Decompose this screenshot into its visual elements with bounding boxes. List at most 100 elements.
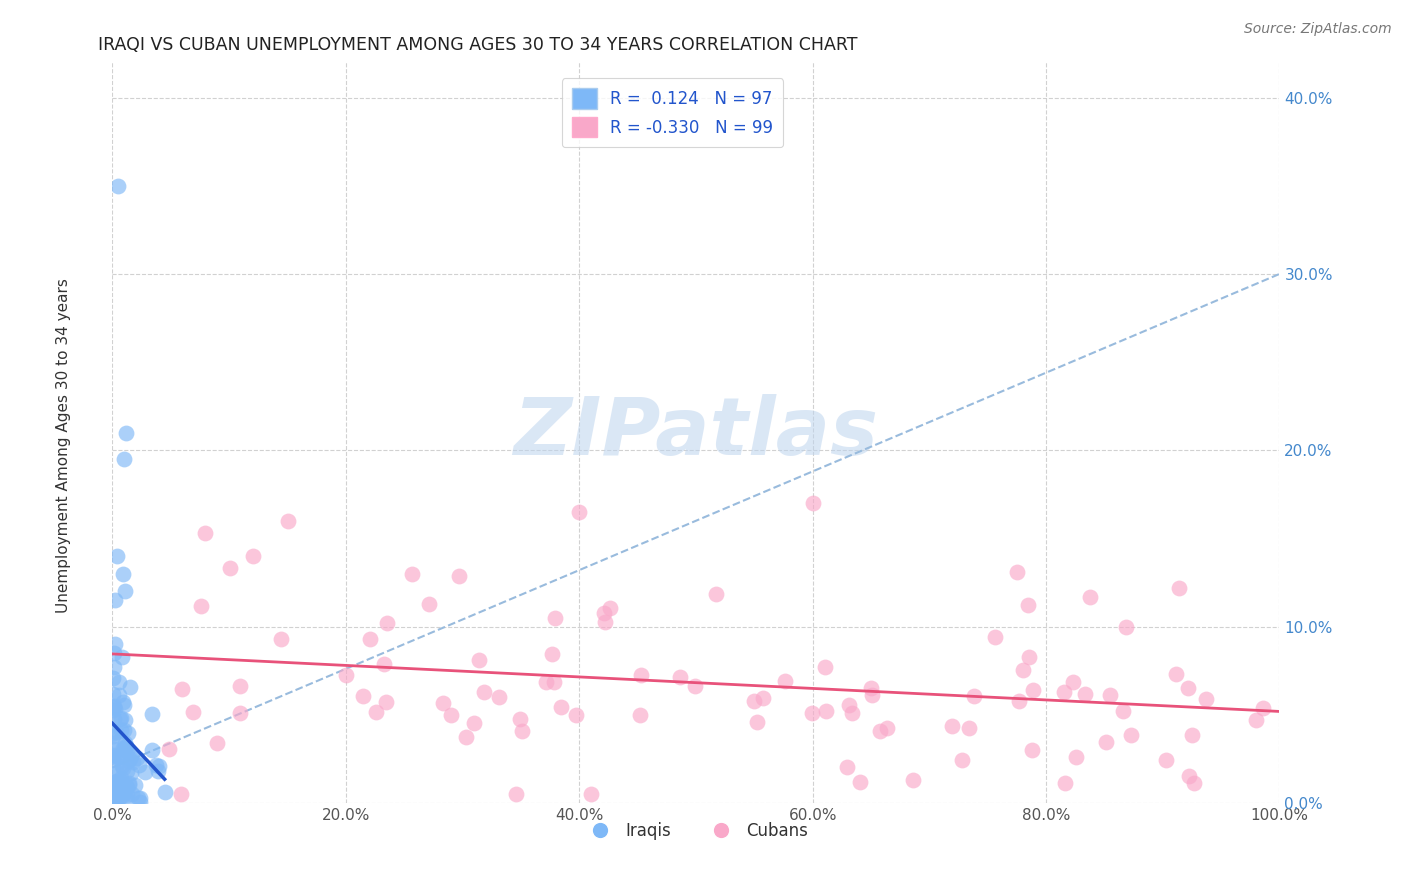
Point bbox=[841, 706, 863, 720]
Point bbox=[118, 752, 141, 766]
Point bbox=[103, 789, 125, 804]
Point bbox=[1078, 590, 1101, 604]
Point bbox=[105, 795, 128, 809]
Point bbox=[103, 660, 125, 674]
Point bbox=[1182, 776, 1205, 790]
Point bbox=[115, 743, 138, 757]
Text: Unemployment Among Ages 30 to 34 years: Unemployment Among Ages 30 to 34 years bbox=[56, 278, 70, 614]
Point bbox=[101, 748, 124, 763]
Point bbox=[117, 726, 139, 740]
Point bbox=[595, 615, 617, 630]
Point bbox=[1178, 769, 1201, 783]
Point bbox=[194, 526, 217, 541]
Point bbox=[1119, 728, 1142, 742]
Point bbox=[876, 722, 898, 736]
Point bbox=[835, 759, 858, 773]
Point bbox=[114, 739, 136, 754]
Point bbox=[112, 788, 135, 802]
Point bbox=[101, 775, 124, 789]
Point bbox=[1194, 692, 1216, 706]
Point bbox=[599, 600, 621, 615]
Point bbox=[1115, 620, 1137, 634]
Point bbox=[541, 647, 564, 661]
Point bbox=[107, 791, 129, 805]
Point bbox=[101, 726, 124, 740]
Point bbox=[112, 452, 135, 467]
Point bbox=[107, 750, 129, 764]
Point bbox=[440, 707, 463, 722]
Point bbox=[901, 772, 924, 787]
Point bbox=[114, 742, 136, 756]
Point bbox=[114, 736, 136, 750]
Point bbox=[1012, 663, 1035, 677]
Point bbox=[228, 679, 250, 693]
Point bbox=[101, 687, 124, 701]
Point bbox=[1017, 598, 1039, 612]
Point bbox=[120, 749, 142, 764]
Point bbox=[110, 749, 132, 764]
Point bbox=[105, 549, 128, 563]
Point bbox=[111, 758, 134, 772]
Point bbox=[125, 750, 148, 764]
Point bbox=[104, 783, 127, 797]
Point bbox=[128, 791, 150, 805]
Point bbox=[141, 743, 163, 757]
Point bbox=[181, 705, 204, 719]
Point bbox=[1005, 565, 1028, 579]
Text: IRAQI VS CUBAN UNEMPLOYMENT AMONG AGES 30 TO 34 YEARS CORRELATION CHART: IRAQI VS CUBAN UNEMPLOYMENT AMONG AGES 3… bbox=[98, 36, 858, 54]
Point bbox=[773, 674, 796, 689]
Text: Source: ZipAtlas.com: Source: ZipAtlas.com bbox=[1244, 22, 1392, 37]
Point bbox=[114, 584, 136, 599]
Point bbox=[104, 702, 127, 716]
Point bbox=[359, 632, 381, 646]
Point bbox=[534, 674, 557, 689]
Point bbox=[103, 749, 125, 764]
Point bbox=[352, 690, 374, 704]
Point bbox=[544, 611, 567, 625]
Point bbox=[814, 704, 837, 718]
Point bbox=[941, 719, 963, 733]
Point bbox=[447, 569, 470, 583]
Point bbox=[432, 696, 454, 710]
Point bbox=[117, 778, 139, 792]
Point bbox=[1244, 713, 1267, 727]
Point bbox=[1074, 687, 1097, 701]
Point bbox=[509, 712, 531, 726]
Point bbox=[117, 754, 139, 768]
Point bbox=[101, 760, 124, 774]
Point bbox=[121, 787, 143, 801]
Legend: Iraqis, Cubans: Iraqis, Cubans bbox=[576, 815, 815, 847]
Point bbox=[170, 787, 193, 801]
Point bbox=[145, 758, 167, 772]
Point bbox=[1021, 743, 1043, 757]
Point bbox=[105, 735, 128, 749]
Point bbox=[127, 791, 149, 805]
Point bbox=[103, 788, 125, 802]
Point bbox=[1253, 700, 1275, 714]
Point bbox=[108, 781, 131, 796]
Point bbox=[1167, 581, 1189, 595]
Point bbox=[108, 782, 131, 797]
Text: ZIPatlas: ZIPatlas bbox=[513, 393, 879, 472]
Point bbox=[401, 566, 423, 581]
Point bbox=[110, 774, 132, 789]
Point bbox=[118, 775, 141, 789]
Point bbox=[860, 688, 883, 702]
Point bbox=[510, 724, 533, 739]
Point bbox=[1112, 704, 1135, 718]
Point bbox=[108, 674, 131, 689]
Point bbox=[550, 700, 572, 714]
Point bbox=[468, 653, 491, 667]
Point bbox=[592, 606, 614, 620]
Point bbox=[115, 779, 138, 793]
Point bbox=[1095, 735, 1118, 749]
Point bbox=[101, 699, 124, 714]
Point bbox=[801, 496, 824, 510]
Point bbox=[110, 711, 132, 725]
Point bbox=[505, 787, 527, 801]
Point bbox=[141, 706, 163, 721]
Point bbox=[153, 784, 176, 798]
Point bbox=[838, 698, 860, 712]
Point bbox=[984, 630, 1007, 644]
Point bbox=[270, 632, 292, 646]
